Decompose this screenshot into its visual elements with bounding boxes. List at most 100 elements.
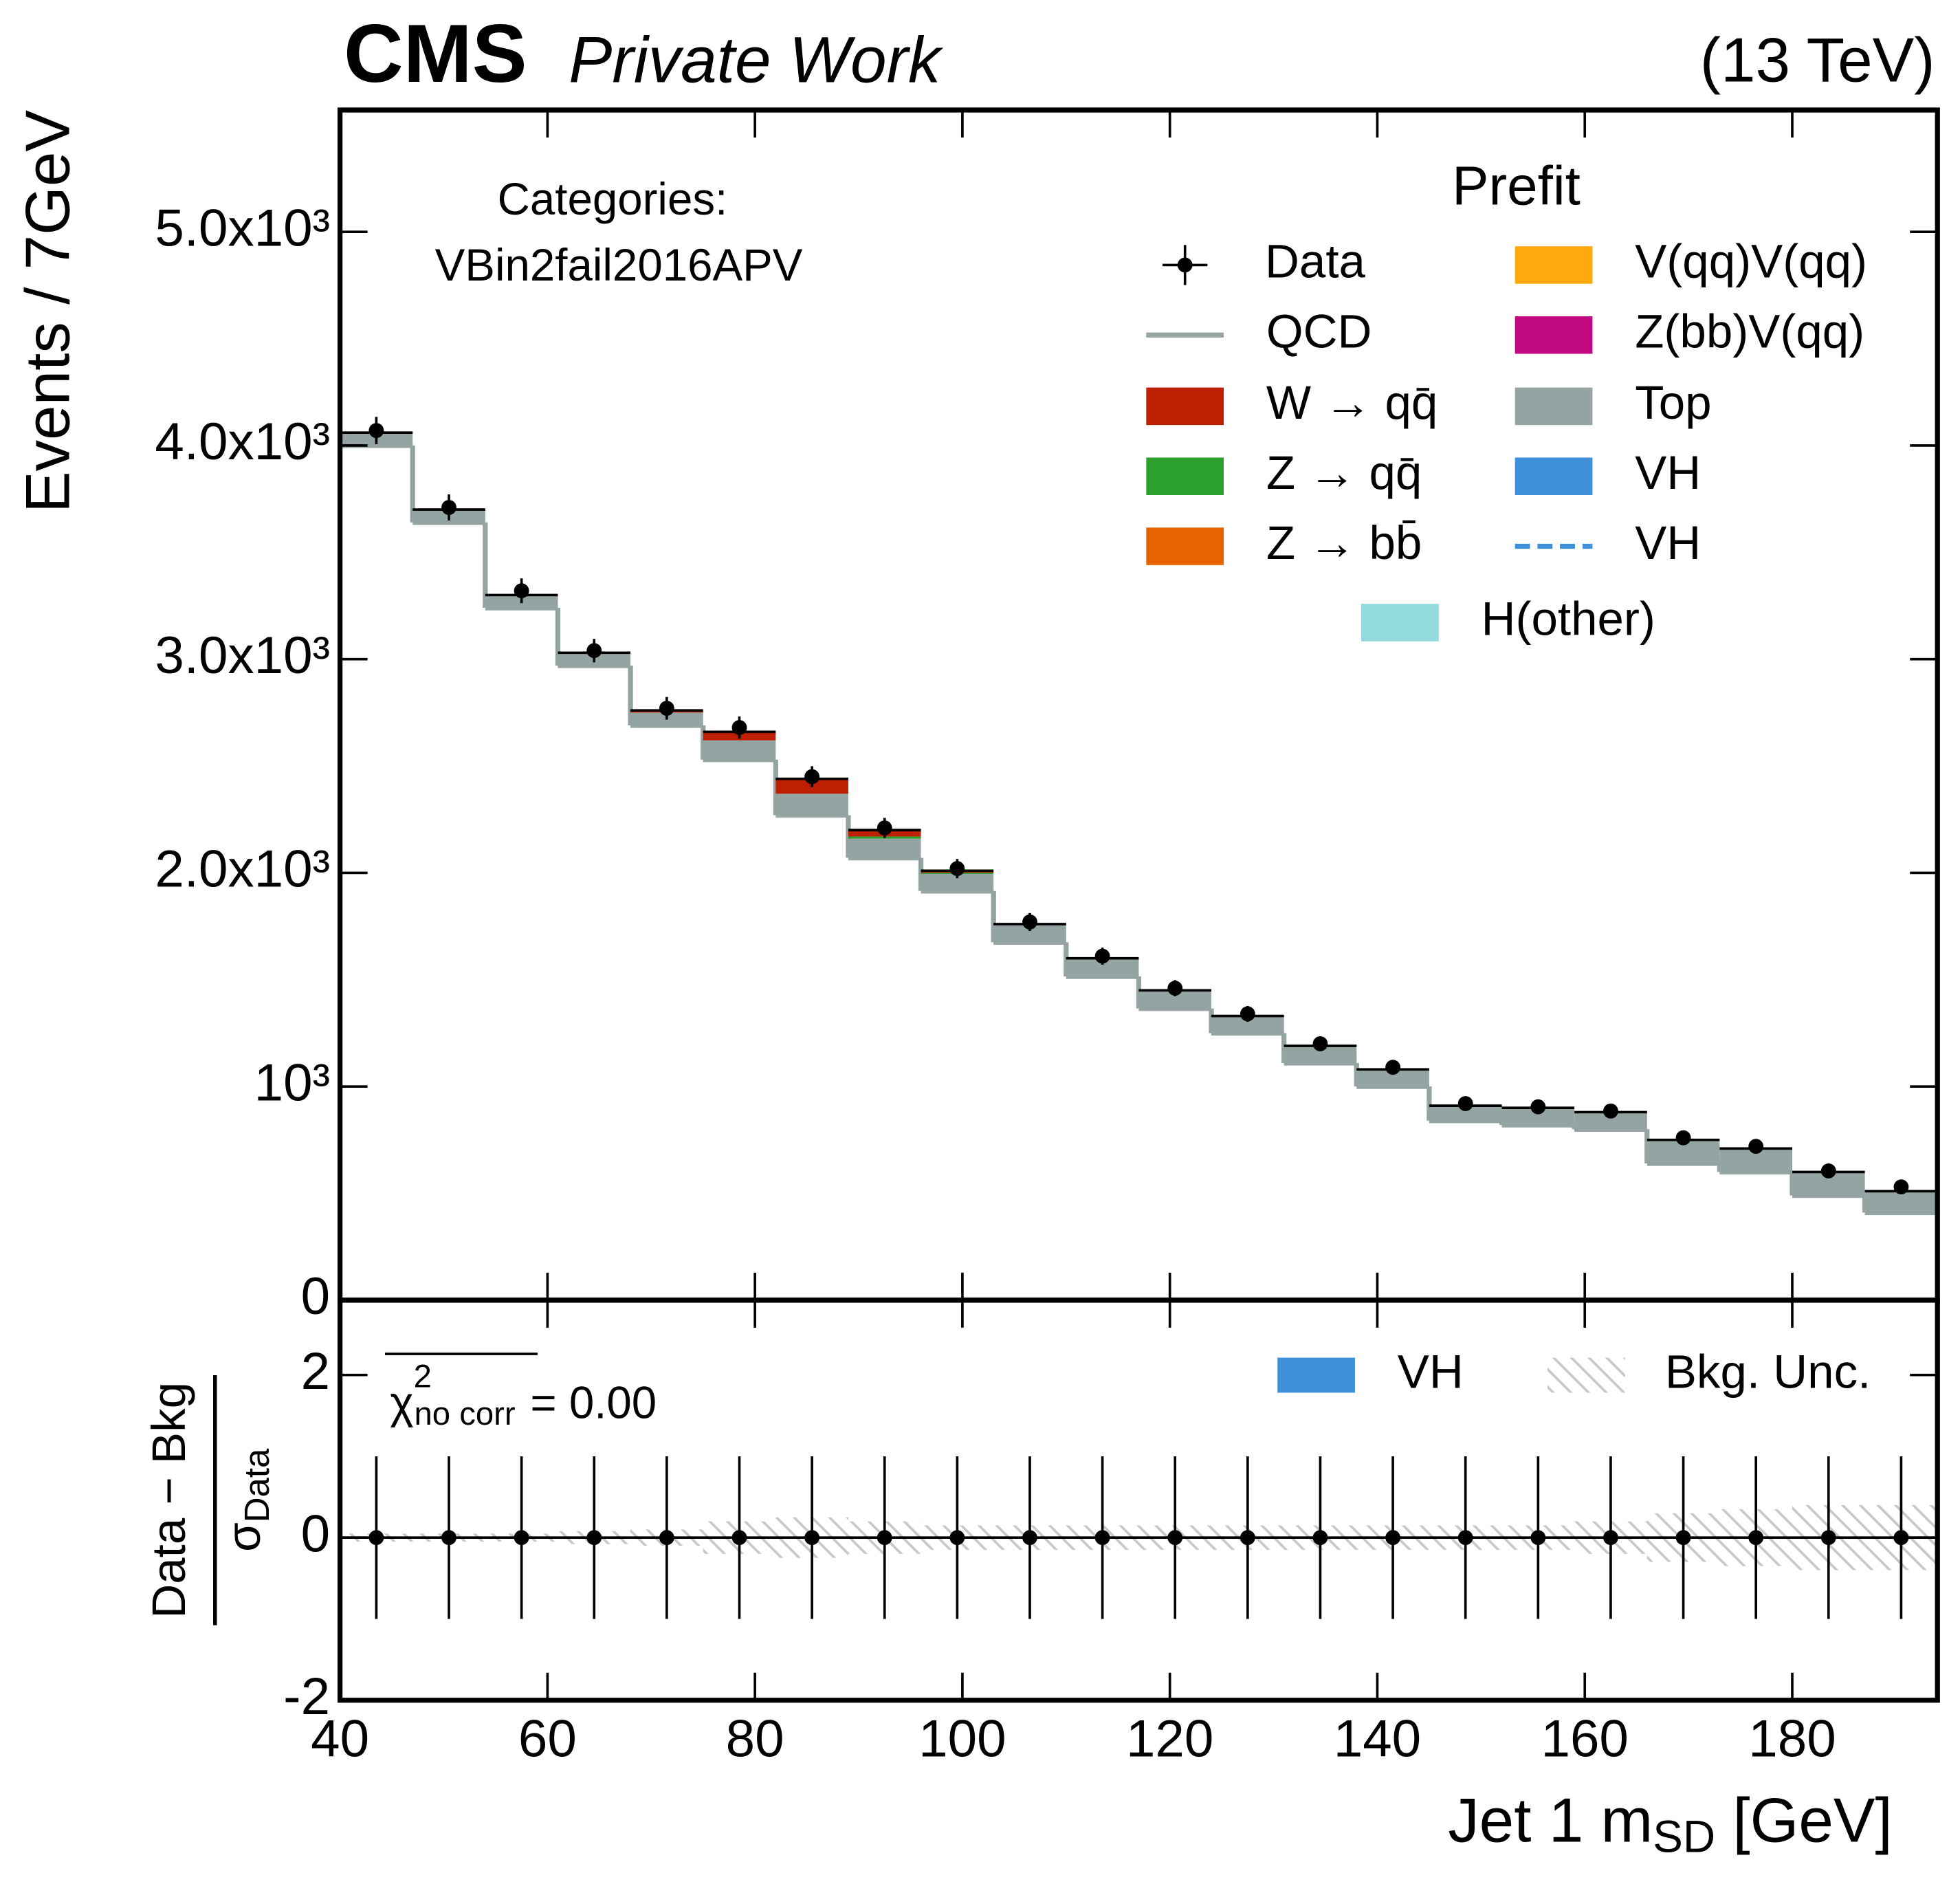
data-point <box>1893 1179 1909 1195</box>
stack-segment <box>1429 1106 1502 1121</box>
axes-frame <box>337 1297 1940 1703</box>
x-tick-label: 160 <box>1541 1710 1629 1768</box>
data-point <box>1457 1530 1473 1546</box>
y-tick-label: 0 <box>301 1267 330 1326</box>
legend-label: Top <box>1635 375 1711 429</box>
data-point <box>368 1530 384 1546</box>
legend-label: Z → bb̄ <box>1266 516 1422 569</box>
data-point <box>1748 1530 1764 1546</box>
legend-title: Prefit <box>1452 155 1581 216</box>
legend-swatch <box>1515 387 1593 426</box>
x-label-main: Jet 1 m <box>1448 1786 1653 1856</box>
chi2-sup: 2 <box>414 1359 432 1395</box>
ratio-y-numerator: Data − Bkg <box>142 1382 195 1619</box>
annotation: VBin2fail2016APV <box>435 240 803 290</box>
ratio-y-denominator: σData <box>217 1448 276 1552</box>
x-tick-label: 60 <box>518 1710 577 1768</box>
data-point <box>514 583 529 599</box>
data-point <box>877 1530 892 1546</box>
y-tick-label: 2.0x10³ <box>155 840 330 899</box>
stack-segment <box>703 740 776 760</box>
data-point <box>1022 1530 1037 1546</box>
y-tick-label: 2 <box>301 1342 330 1401</box>
y-tick-label: -2 <box>283 1667 330 1726</box>
legend-label: V(qq)V(qq) <box>1635 234 1867 288</box>
legend-label: VH <box>1398 1344 1464 1398</box>
data-point <box>1748 1139 1764 1154</box>
data-point <box>1312 1530 1328 1546</box>
data-point <box>1022 914 1037 930</box>
chi2-sub: no corr <box>415 1396 516 1432</box>
data-point <box>1530 1099 1546 1115</box>
legend-swatch <box>1146 457 1224 495</box>
legend-label: Z(bb)V(qq) <box>1635 305 1864 358</box>
legend-swatch <box>1515 246 1593 284</box>
data-point <box>1240 1006 1255 1022</box>
x-tick-label: 100 <box>918 1710 1006 1768</box>
legend-label: Z → qq̄ <box>1266 446 1422 499</box>
y-tick-label: 4.0x10³ <box>155 413 330 471</box>
legend-swatch <box>1146 387 1224 426</box>
data-point <box>1603 1103 1618 1119</box>
energy: (13 TeV) <box>1700 26 1935 96</box>
data-point <box>1240 1530 1255 1546</box>
data-point <box>514 1530 529 1546</box>
data-point <box>877 820 892 836</box>
data-point <box>659 701 674 716</box>
data-point <box>1167 1530 1183 1546</box>
data-point <box>1094 1530 1110 1546</box>
stack-segment <box>848 838 921 858</box>
data-point <box>1167 981 1183 996</box>
y-axis-label: Events / 7GeV <box>13 110 82 513</box>
y-tick-label: 0 <box>301 1504 330 1563</box>
data-point <box>1675 1530 1691 1546</box>
chi2-symbol: χ <box>390 1378 413 1428</box>
data-point <box>804 769 820 785</box>
x-tick-label: 80 <box>726 1710 784 1768</box>
legend-swatch <box>1146 527 1224 565</box>
stack-segment <box>1864 1191 1938 1213</box>
x-label-sub: SD <box>1653 1812 1715 1862</box>
legend-label: QCD <box>1266 305 1372 358</box>
sigma-sub: Data <box>238 1448 277 1522</box>
data-point <box>1675 1130 1691 1146</box>
label: Private Work <box>569 24 944 97</box>
legend-swatch <box>1547 1357 1625 1393</box>
annotation: Categories: <box>498 174 728 224</box>
legend-label: VH <box>1635 516 1701 569</box>
data-point <box>949 1530 965 1546</box>
data-point <box>731 720 747 735</box>
legend-label: Bkg. Unc. <box>1665 1344 1871 1398</box>
x-tick-label: 180 <box>1748 1710 1836 1768</box>
legend-swatch <box>1361 604 1439 642</box>
data-point <box>368 423 384 439</box>
data-point <box>586 1530 602 1546</box>
data-point <box>1603 1530 1618 1546</box>
data-point <box>949 861 965 877</box>
data-point <box>659 1530 674 1546</box>
y-tick-label: 5.0x10³ <box>155 199 330 257</box>
legend-swatch <box>1515 457 1593 495</box>
data-point <box>804 1530 820 1546</box>
data-point <box>1820 1163 1836 1179</box>
x-tick-label: 140 <box>1334 1710 1421 1768</box>
legend-label: VH <box>1635 446 1701 499</box>
chi2-value: = 0.00 <box>530 1378 657 1428</box>
x-axis-label: Jet 1 mSD [GeV] <box>1448 1786 1893 1862</box>
data-point <box>1820 1530 1836 1546</box>
x-tick-label: 40 <box>311 1710 369 1768</box>
data-point <box>731 1530 747 1546</box>
data-point <box>1457 1096 1473 1111</box>
legend-label: H(other) <box>1482 592 1655 646</box>
data-point <box>586 643 602 659</box>
sigma: σ <box>217 1522 270 1552</box>
experiment: CMS <box>344 8 527 100</box>
x-label-unit: [GeV] <box>1715 1786 1893 1856</box>
stack-segment <box>775 793 848 815</box>
legend-marker <box>1177 257 1193 273</box>
data-point <box>1893 1530 1909 1546</box>
chi2: χ2 no corr = 0.00 <box>390 1359 657 1433</box>
data-point <box>1094 948 1110 964</box>
y-tick-label: 10³ <box>254 1053 330 1112</box>
